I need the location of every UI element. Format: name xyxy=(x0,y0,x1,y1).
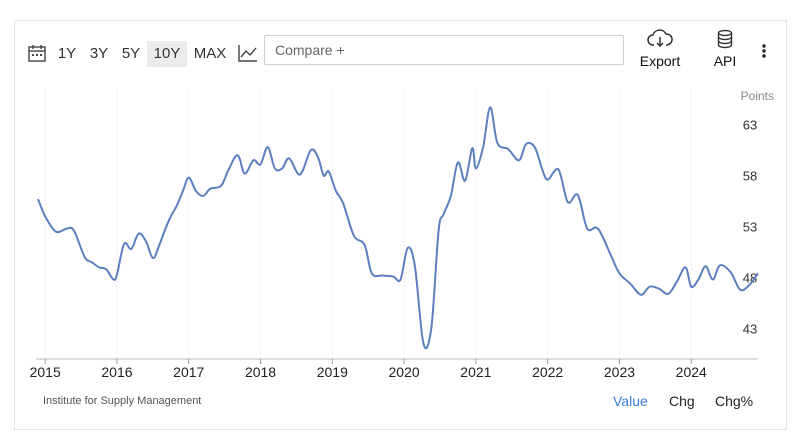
y-tick-label: 43 xyxy=(743,321,757,336)
y-tick-label: 63 xyxy=(743,118,757,133)
range-5y-button[interactable]: 5Y xyxy=(121,45,141,62)
x-tick-label: 2015 xyxy=(30,364,61,380)
x-tick-label: 2024 xyxy=(676,364,707,380)
unit-label: Points xyxy=(740,89,774,103)
cloud-download-icon xyxy=(647,29,673,48)
line-chart-icon[interactable] xyxy=(237,43,259,63)
x-tick-label: 2018 xyxy=(245,364,276,380)
y-tick-label: 58 xyxy=(743,169,757,184)
mode-chg-pct-button[interactable]: Chg% xyxy=(715,393,754,409)
export-button[interactable]: Export xyxy=(635,29,685,69)
y-tick-label: 48 xyxy=(743,270,757,285)
mode-value-button[interactable]: Value xyxy=(613,393,648,409)
range-10y-button[interactable]: 10Y xyxy=(147,41,187,67)
api-button[interactable]: API xyxy=(705,29,745,69)
x-tick-label: 2016 xyxy=(101,364,132,380)
mode-chg-button[interactable]: Chg xyxy=(669,393,695,409)
chart-toolbar: 1Y 3Y 5Y 10Y MAX Compare + Export API xyxy=(15,21,786,69)
database-icon xyxy=(717,29,733,49)
series-line xyxy=(37,106,759,350)
calendar-icon[interactable] xyxy=(27,43,47,63)
x-tick-label: 2023 xyxy=(604,364,635,380)
compare-input[interactable]: Compare + xyxy=(264,35,624,65)
x-tick-label: 2021 xyxy=(460,364,491,380)
y-tick-label: 53 xyxy=(743,220,757,235)
chart-widget: 1Y 3Y 5Y 10Y MAX Compare + Export API xyxy=(14,20,787,430)
export-label: Export xyxy=(639,53,681,69)
x-tick-label: 2017 xyxy=(173,364,204,380)
source-label: Institute for Supply Management xyxy=(43,395,202,407)
range-3y-button[interactable]: 3Y xyxy=(89,45,109,62)
range-1y-button[interactable]: 1Y xyxy=(57,45,77,62)
pmi-line-chart: 43 48 53 58 63 2015 2016 2017 2018 2019 2020 2021 20… xyxy=(30,89,759,380)
x-tick-label: 2020 xyxy=(389,364,420,380)
api-label: API xyxy=(713,53,737,69)
x-tick-label: 2022 xyxy=(532,364,563,380)
x-tick-label: 2019 xyxy=(317,364,348,380)
more-options-icon[interactable] xyxy=(759,41,769,61)
range-max-button[interactable]: MAX xyxy=(193,45,227,62)
